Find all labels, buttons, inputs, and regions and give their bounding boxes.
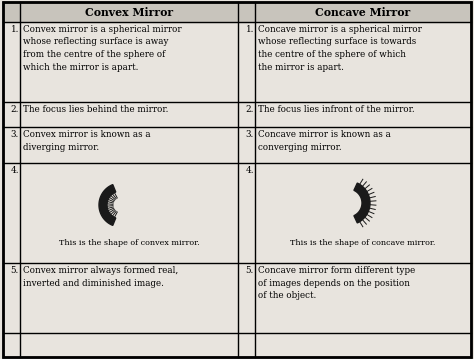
Text: 2.: 2.	[10, 105, 19, 114]
Text: The focus lies behind the mirror.: The focus lies behind the mirror.	[23, 105, 168, 114]
Text: Concave Mirror: Concave Mirror	[315, 6, 410, 18]
Text: 5.: 5.	[11, 266, 19, 275]
Polygon shape	[354, 183, 370, 223]
Text: 1.: 1.	[10, 25, 19, 34]
Text: 3.: 3.	[11, 130, 19, 139]
Text: 5.: 5.	[246, 266, 254, 275]
Text: 3.: 3.	[246, 130, 254, 139]
Text: Convex mirror is a spherical mirror
whose reflecting surface is away
from the ce: Convex mirror is a spherical mirror whos…	[23, 25, 182, 71]
Text: 4.: 4.	[246, 166, 254, 175]
Text: This is the shape of convex mirror.: This is the shape of convex mirror.	[59, 239, 199, 247]
Text: Convex mirror always formed real,
inverted and diminished image.: Convex mirror always formed real, invert…	[23, 266, 178, 288]
Text: Convex mirror is known as a
diverging mirror.: Convex mirror is known as a diverging mi…	[23, 130, 151, 151]
Text: The focus lies infront of the mirror.: The focus lies infront of the mirror.	[258, 105, 415, 114]
Text: Concave mirror is a spherical mirror
whose reflecting surface is towards
the cen: Concave mirror is a spherical mirror who…	[258, 25, 422, 71]
Text: 4.: 4.	[10, 166, 19, 175]
Polygon shape	[99, 185, 116, 225]
Text: Concave mirror form different type
of images depends on the position
of the obje: Concave mirror form different type of im…	[258, 266, 415, 300]
Text: Concave mirror is known as a
converging mirror.: Concave mirror is known as a converging …	[258, 130, 391, 151]
Text: Convex Mirror: Convex Mirror	[85, 6, 173, 18]
Text: 2.: 2.	[246, 105, 254, 114]
Text: This is the shape of concave mirror.: This is the shape of concave mirror.	[290, 239, 436, 247]
Text: 1.: 1.	[246, 25, 254, 34]
